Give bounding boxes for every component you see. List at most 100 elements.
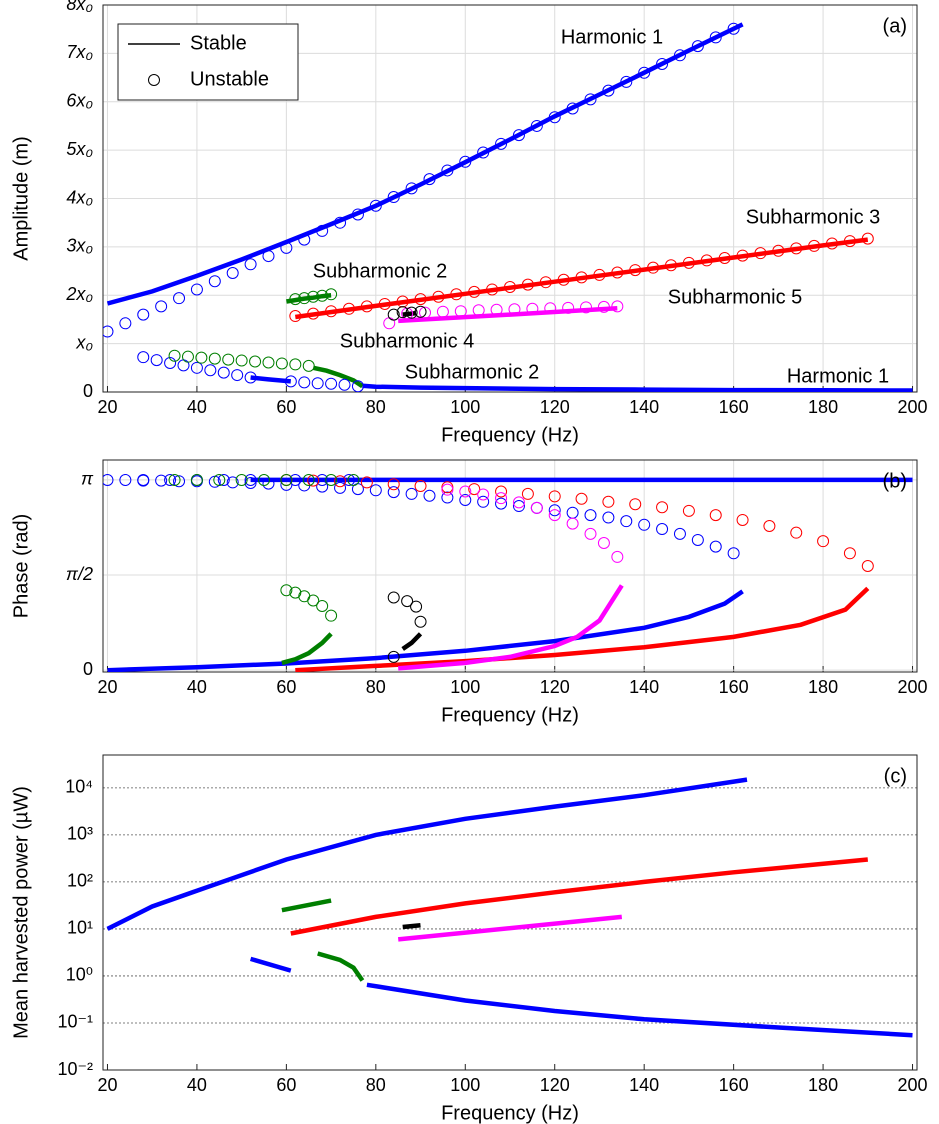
unstable-point bbox=[249, 355, 262, 368]
unstable-point bbox=[575, 492, 588, 505]
unstable-point bbox=[597, 536, 610, 549]
unstable-point bbox=[378, 297, 391, 310]
unstable-point bbox=[477, 146, 490, 159]
unstable-point bbox=[244, 473, 257, 486]
unstable-point bbox=[504, 281, 516, 294]
y-tick-label: 7x₀ bbox=[66, 42, 93, 62]
unstable-point bbox=[298, 376, 311, 389]
unstable-point bbox=[284, 375, 297, 388]
unstable-point bbox=[307, 474, 320, 487]
unstable-point bbox=[861, 560, 874, 572]
unstable-point bbox=[593, 268, 606, 281]
unstable-point bbox=[316, 224, 329, 237]
unstable-point bbox=[512, 500, 525, 513]
unstable-point bbox=[419, 306, 432, 319]
unstable-point bbox=[521, 487, 534, 500]
legend-circle bbox=[148, 74, 160, 86]
stable-line bbox=[107, 589, 744, 672]
x-tick-label: 180 bbox=[808, 397, 838, 417]
unstable-point bbox=[423, 489, 436, 502]
x-tick-label: 100 bbox=[450, 397, 480, 417]
x-tick-label: 60 bbox=[276, 397, 296, 417]
y-tick-label: 10⁻¹ bbox=[57, 1012, 93, 1032]
unstable-point bbox=[351, 208, 364, 221]
unstable-point bbox=[258, 473, 271, 486]
y-tick-label: 4x₀ bbox=[66, 187, 93, 207]
y-axis-label: Phase (rad) bbox=[10, 514, 32, 619]
panel: 20 40 60 80 100 120 140 160 180 200 0 x₀ 2x₀ 3x₀ 4x₀ 5x… bbox=[10, 0, 927, 446]
unstable-point bbox=[347, 473, 360, 486]
unstable-point bbox=[772, 244, 785, 257]
unstable-point bbox=[414, 480, 427, 493]
unstable-point bbox=[673, 527, 686, 540]
unstable-point bbox=[436, 305, 449, 318]
unstable-point bbox=[629, 498, 642, 511]
panel: 20 40 60 80 100 120 140 160 180 200 0 π/2 π Frequency… bbox=[10, 459, 928, 726]
unstable-point bbox=[691, 533, 704, 546]
unstable-point bbox=[562, 301, 575, 314]
unstable-point bbox=[405, 182, 418, 195]
unstable-point bbox=[682, 256, 695, 269]
unstable-point bbox=[736, 513, 749, 526]
unstable-point bbox=[597, 300, 610, 313]
x-tick-label: 20 bbox=[97, 1075, 117, 1095]
unstable-point bbox=[244, 477, 257, 490]
y-tick-label: π bbox=[81, 469, 94, 489]
x-tick-label: 200 bbox=[898, 1075, 928, 1095]
x-tick-label: 80 bbox=[366, 397, 386, 417]
annotation: Subharmonic 3 bbox=[746, 206, 881, 228]
unstable-point bbox=[548, 509, 561, 522]
unstable-point bbox=[173, 475, 186, 488]
y-tick-label: 0 bbox=[83, 659, 93, 679]
x-tick-label: 140 bbox=[629, 397, 659, 417]
unstable-point bbox=[396, 306, 409, 319]
unstable-point bbox=[325, 609, 338, 622]
annotation: Subharmonic 2 bbox=[405, 361, 540, 383]
unstable-point bbox=[656, 501, 669, 514]
y-tick-label: 3x₀ bbox=[66, 236, 93, 256]
y-tick-label: 2x₀ bbox=[65, 284, 93, 304]
stable-line bbox=[398, 306, 618, 324]
unstable-point bbox=[222, 353, 235, 366]
unstable-point bbox=[316, 480, 329, 493]
unstable-point bbox=[548, 111, 561, 124]
unstable-point bbox=[790, 526, 803, 539]
y-tick-label: 10² bbox=[67, 871, 93, 891]
unstable-point bbox=[459, 155, 472, 168]
stable-line bbox=[286, 293, 332, 304]
unstable-point bbox=[334, 481, 347, 494]
unstable-point bbox=[512, 496, 525, 509]
unstable-point bbox=[656, 523, 669, 536]
unstable-point bbox=[137, 473, 150, 486]
unstable-point bbox=[539, 276, 552, 289]
x-tick-label: 100 bbox=[450, 677, 480, 697]
unstable-point bbox=[602, 511, 615, 524]
unstable-point bbox=[405, 306, 418, 319]
stable-line bbox=[281, 898, 332, 913]
unstable-point bbox=[244, 371, 257, 384]
stable-line bbox=[398, 584, 624, 671]
unstable-point bbox=[682, 504, 695, 517]
unstable-point bbox=[611, 300, 624, 313]
x-tick-label: 40 bbox=[187, 1075, 207, 1095]
unstable-point bbox=[441, 483, 454, 496]
unstable-point bbox=[181, 350, 194, 363]
unstable-point bbox=[584, 509, 597, 522]
unstable-point bbox=[280, 241, 293, 254]
unstable-point bbox=[155, 300, 168, 313]
unstable-point bbox=[423, 173, 436, 186]
unstable-point bbox=[526, 302, 539, 315]
unstable-point bbox=[414, 293, 427, 306]
unstable-point bbox=[383, 317, 396, 330]
unstable-point bbox=[414, 615, 427, 628]
panel-label: (c) bbox=[884, 765, 907, 787]
unstable-point bbox=[414, 305, 427, 318]
unstable-point bbox=[316, 599, 329, 612]
panel-label: (b) bbox=[883, 470, 907, 492]
unstable-point bbox=[164, 473, 177, 486]
unstable-point bbox=[665, 259, 678, 272]
stable-line bbox=[402, 310, 417, 317]
y-tick-label: 10⁰ bbox=[66, 965, 93, 985]
unstable-point bbox=[325, 473, 338, 486]
